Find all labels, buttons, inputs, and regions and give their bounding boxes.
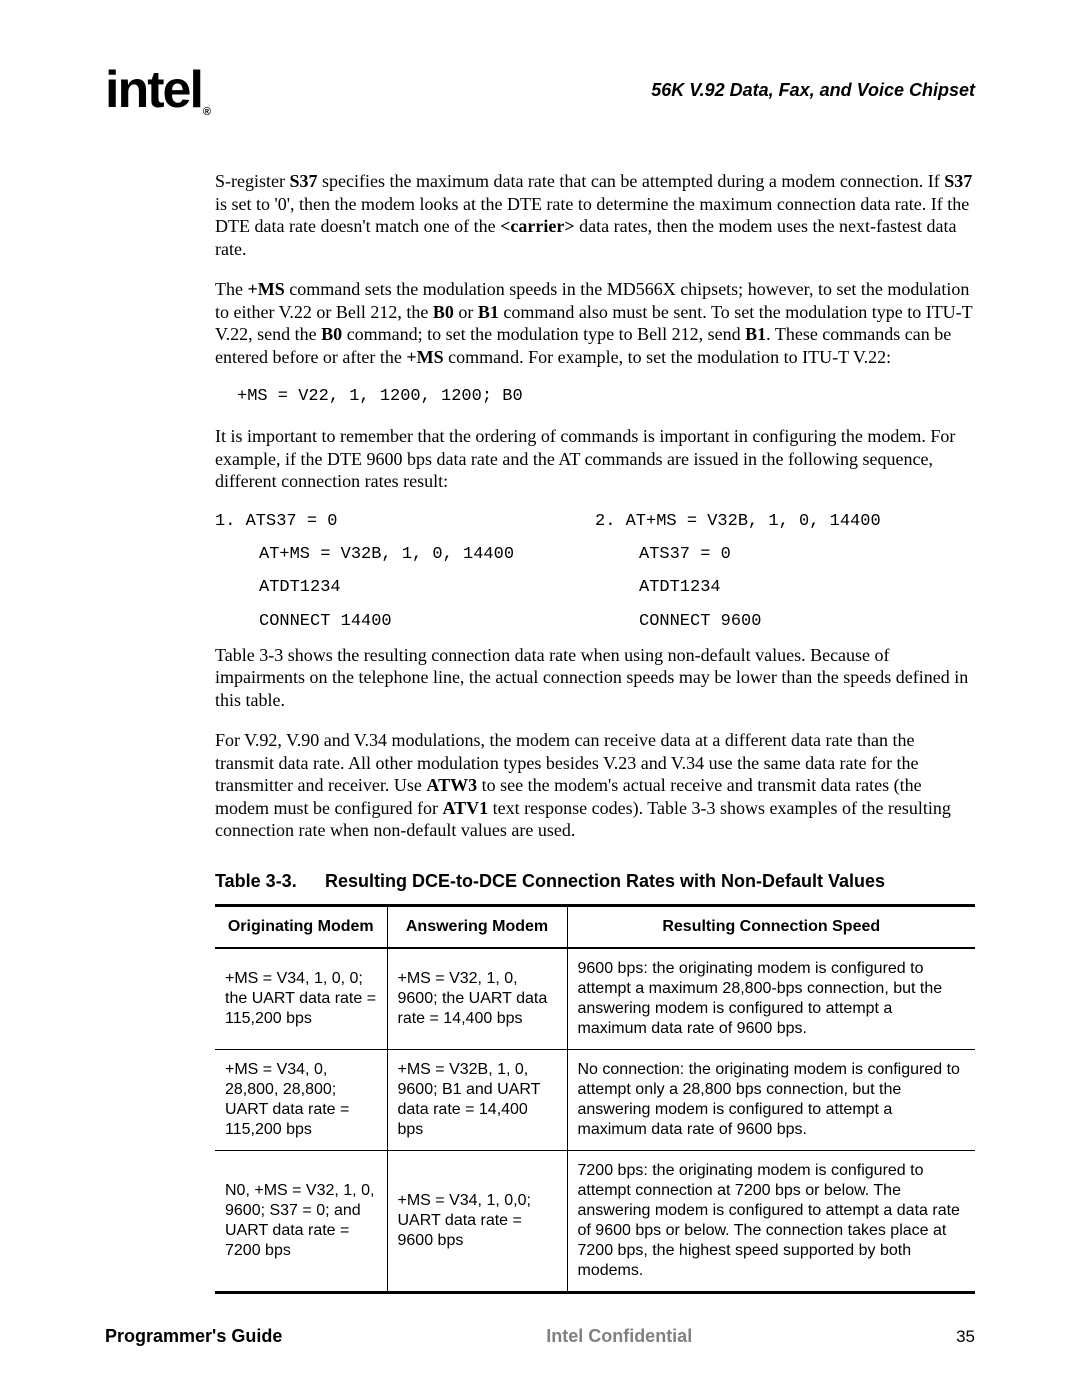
footer-confidential: Intel Confidential	[546, 1326, 692, 1347]
page-footer: Programmer's Guide Intel Confidential 35	[105, 1326, 975, 1347]
paragraph-modulations: For V.92, V.90 and V.34 modulations, the…	[215, 729, 975, 842]
cell-result: No connection: the originating modem is …	[567, 1050, 975, 1151]
intel-logo: intel®	[105, 60, 208, 120]
paragraph-ms-command: The +MS command sets the modulation spee…	[215, 278, 975, 368]
document-title: 56K V.92 Data, Fax, and Voice Chipset	[651, 80, 975, 101]
table-row: +MS = V34, 0, 28,800, 28,800; UART data …	[215, 1050, 975, 1151]
cell-orig: +MS = V34, 1, 0, 0; the UART data rate =…	[215, 948, 387, 1050]
seq2-line2: ATS37 = 0	[639, 544, 975, 565]
main-content: S-register S37 specifies the maximum dat…	[215, 170, 975, 1294]
table-title: Resulting DCE-to-DCE Connection Rates wi…	[325, 870, 975, 893]
cell-result: 9600 bps: the originating modem is confi…	[567, 948, 975, 1050]
paragraph-table-intro: Table 3-3 shows the resulting connection…	[215, 644, 975, 712]
table-row: N0, +MS = V32, 1, 0, 9600; S37 = 0; and …	[215, 1151, 975, 1293]
cell-result: 7200 bps: the originating modem is confi…	[567, 1151, 975, 1293]
col-originating: Originating Modem	[215, 906, 387, 949]
footer-page-number: 35	[956, 1327, 975, 1347]
table-row: +MS = V34, 1, 0, 0; the UART data rate =…	[215, 948, 975, 1050]
sequence-1: 1. ATS37 = 0 AT+MS = V32B, 1, 0, 14400 A…	[215, 511, 595, 644]
sequence-2: 2. AT+MS = V32B, 1, 0, 14400 ATS37 = 0 A…	[595, 511, 975, 644]
code-example-ms: +MS = V22, 1, 1200, 1200; B0	[237, 386, 975, 407]
footer-guide: Programmer's Guide	[105, 1326, 282, 1347]
col-result: Resulting Connection Speed	[567, 906, 975, 949]
cell-orig: N0, +MS = V32, 1, 0, 9600; S37 = 0; and …	[215, 1151, 387, 1293]
col-answering: Answering Modem	[387, 906, 567, 949]
cell-ans: +MS = V34, 1, 0,0; UART data rate = 9600…	[387, 1151, 567, 1293]
table-header-row: Originating Modem Answering Modem Result…	[215, 906, 975, 949]
table-caption: Table 3-3. Resulting DCE-to-DCE Connecti…	[215, 870, 975, 893]
seq1-line4: CONNECT 14400	[259, 611, 595, 632]
seq1-line2: AT+MS = V32B, 1, 0, 14400	[259, 544, 595, 565]
table-number: Table 3-3.	[215, 870, 325, 893]
seq2-line4: CONNECT 9600	[639, 611, 975, 632]
registered-mark: ®	[203, 106, 209, 118]
seq2-line3: ATDT1234	[639, 577, 975, 598]
page-header: intel® 56K V.92 Data, Fax, and Voice Chi…	[105, 60, 975, 120]
cell-ans: +MS = V32, 1, 0, 9600; the UART data rat…	[387, 948, 567, 1050]
command-sequence-examples: 1. ATS37 = 0 AT+MS = V32B, 1, 0, 14400 A…	[215, 511, 975, 644]
cell-orig: +MS = V34, 0, 28,800, 28,800; UART data …	[215, 1050, 387, 1151]
paragraph-sregister: S-register S37 specifies the maximum dat…	[215, 170, 975, 260]
connection-rates-table: Originating Modem Answering Modem Result…	[215, 904, 975, 1294]
seq2-line1: 2. AT+MS = V32B, 1, 0, 14400	[595, 511, 975, 532]
logo-text: intel	[105, 61, 202, 119]
paragraph-ordering: It is important to remember that the ord…	[215, 425, 975, 493]
cell-ans: +MS = V32B, 1, 0, 9600; B1 and UART data…	[387, 1050, 567, 1151]
seq1-line3: ATDT1234	[259, 577, 595, 598]
seq1-line1: 1. ATS37 = 0	[215, 511, 595, 532]
